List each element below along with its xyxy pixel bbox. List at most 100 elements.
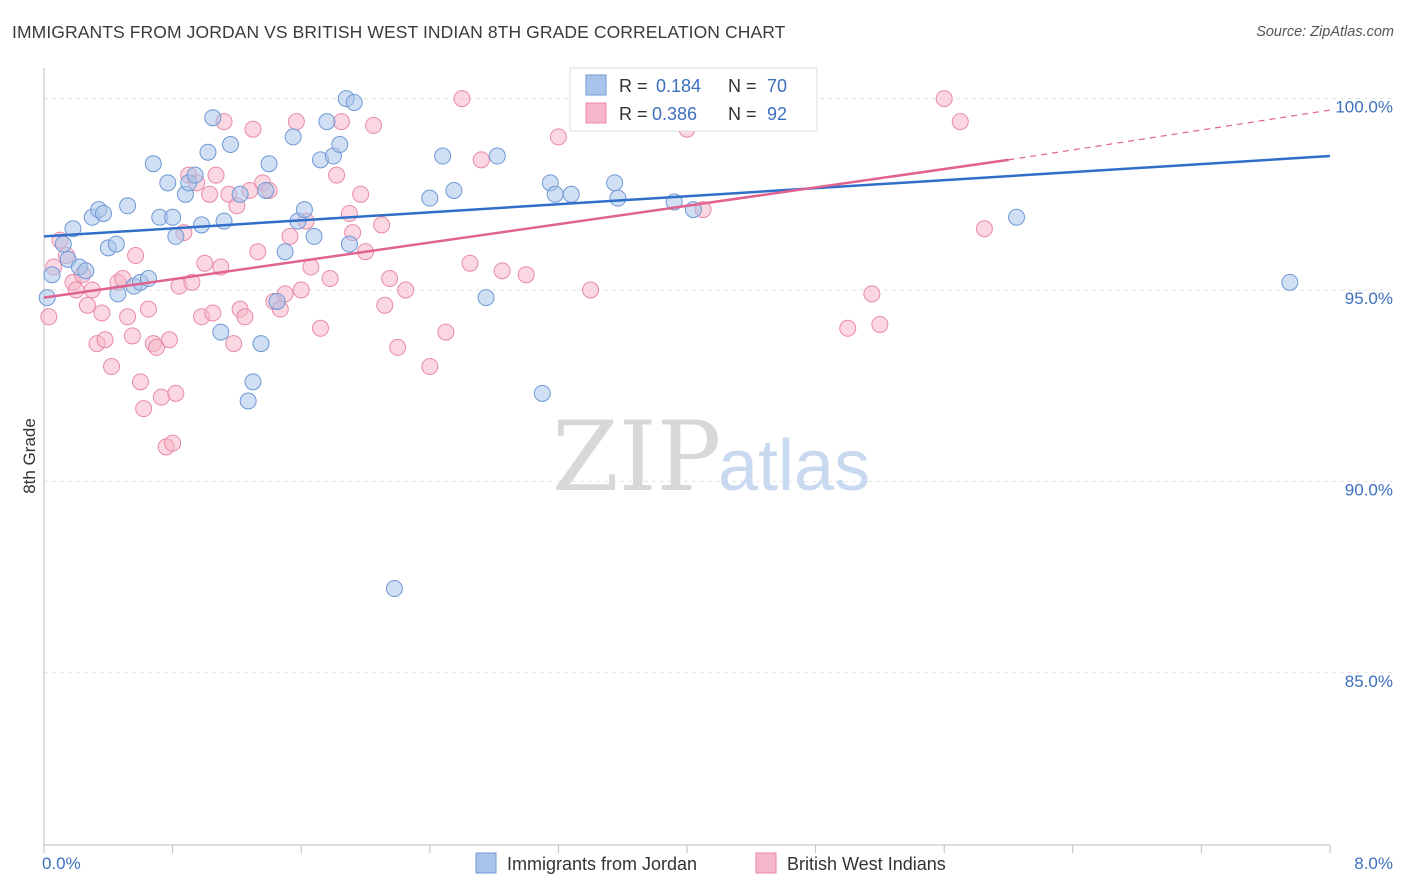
bwi-point-62 bbox=[340, 204, 358, 222]
bwi-point-26 bbox=[164, 434, 182, 452]
bwi-point-41 bbox=[225, 335, 243, 353]
jordan-point-45 bbox=[331, 136, 349, 154]
bwi-point-35 bbox=[201, 185, 219, 203]
jordan-point-25 bbox=[199, 143, 217, 161]
bwi-point-12 bbox=[103, 358, 121, 376]
bwi-point-18 bbox=[131, 373, 149, 391]
legend-n-value-2: 92 bbox=[767, 104, 787, 124]
bottom-legend-swatch-series2 bbox=[755, 852, 777, 874]
jordan-point-36 bbox=[268, 292, 286, 310]
jordan-point-30 bbox=[231, 185, 249, 203]
bottom-legend-label-series1: Immigrants from Jordan bbox=[507, 854, 697, 874]
jordan-point-35 bbox=[260, 155, 278, 173]
jordan-point-68 bbox=[1281, 273, 1299, 291]
legend-n-label-1: N = bbox=[728, 76, 757, 96]
jordan-point-52 bbox=[445, 181, 463, 199]
bwi-point-17 bbox=[127, 247, 145, 265]
jordan-point-43 bbox=[318, 113, 336, 131]
jordan-point-23 bbox=[186, 166, 204, 184]
jordan-point-58 bbox=[562, 185, 580, 203]
trend-line-bwi-extension bbox=[1008, 109, 1331, 161]
bwi-point-64 bbox=[352, 185, 370, 203]
bwi-point-90 bbox=[951, 113, 969, 131]
jordan-point-47 bbox=[340, 235, 358, 253]
bwi-point-88 bbox=[871, 315, 889, 333]
legend-n-label-2: N = bbox=[728, 104, 757, 124]
jordan-point-1 bbox=[54, 235, 72, 253]
y-axis-label: 8th Grade bbox=[20, 418, 39, 494]
bwi-point-86 bbox=[839, 319, 857, 337]
y-tick-label-90: 90.0% bbox=[1345, 480, 1393, 499]
bwi-point-0 bbox=[40, 308, 58, 326]
jordan-point-10 bbox=[107, 235, 125, 253]
x-tick-label-max: 8.0% bbox=[1354, 854, 1393, 873]
jordan-point-3 bbox=[64, 220, 82, 238]
bwi-point-46 bbox=[244, 120, 262, 138]
legend-r-value-1: 0.184 bbox=[656, 76, 701, 96]
jordan-point-16 bbox=[144, 155, 162, 173]
jordan-point-53 bbox=[477, 289, 495, 307]
bwi-point-34 bbox=[196, 254, 214, 272]
bwi-point-89 bbox=[935, 90, 953, 108]
jordan-point-18 bbox=[159, 174, 177, 192]
jordan-point-29 bbox=[221, 136, 239, 154]
jordan-point-49 bbox=[385, 580, 403, 598]
jordan-point-33 bbox=[252, 335, 270, 353]
legend-r-label-2: R = bbox=[619, 104, 648, 124]
bwi-point-69 bbox=[381, 270, 399, 288]
legend-r-label-1: R = bbox=[619, 76, 648, 96]
jordan-point-0 bbox=[43, 266, 61, 284]
bwi-point-70 bbox=[389, 338, 407, 356]
jordan-point-55 bbox=[533, 384, 551, 402]
trend-lines bbox=[43, 109, 1331, 299]
bwi-point-61 bbox=[332, 113, 350, 131]
legend-swatch-series2 bbox=[585, 102, 607, 124]
bwi-point-53 bbox=[281, 227, 299, 245]
legend-swatch-series1 bbox=[585, 74, 607, 96]
bwi-point-27 bbox=[167, 384, 185, 402]
jordan-point-50 bbox=[421, 189, 439, 207]
jordan-point-31 bbox=[239, 392, 257, 410]
jordan-point-5 bbox=[77, 262, 95, 280]
chart-title: IMMIGRANTS FROM JORDAN VS BRITISH WEST I… bbox=[12, 22, 786, 42]
jordan-point-48 bbox=[345, 93, 363, 111]
bwi-point-60 bbox=[328, 166, 346, 184]
bwi-point-58 bbox=[311, 319, 329, 337]
watermark-zip: ZIP bbox=[552, 401, 721, 513]
bwi-point-47 bbox=[249, 243, 267, 261]
bwi-point-59 bbox=[321, 270, 339, 288]
jordan-point-38 bbox=[284, 128, 302, 146]
watermark-atlas: atlas bbox=[718, 426, 870, 506]
bwi-point-80 bbox=[582, 281, 600, 299]
legend-n-value-1: 70 bbox=[767, 76, 787, 96]
bwi-point-91 bbox=[975, 220, 993, 238]
bottom-legend-swatch-series1 bbox=[475, 852, 497, 874]
bwi-point-20 bbox=[139, 300, 157, 318]
bwi-point-77 bbox=[493, 262, 511, 280]
bwi-point-67 bbox=[373, 216, 391, 234]
bwi-point-75 bbox=[461, 254, 479, 272]
y-tick-label-100: 100.0% bbox=[1335, 98, 1393, 117]
bwi-point-16 bbox=[123, 327, 141, 345]
jordan-point-41 bbox=[305, 227, 323, 245]
jordan-point-51 bbox=[434, 147, 452, 165]
bwi-point-76 bbox=[472, 151, 490, 169]
x-axis-ticks bbox=[43, 845, 1331, 853]
jordan-point-19 bbox=[164, 208, 182, 226]
bwi-point-79 bbox=[549, 128, 567, 146]
legend-r-value-2: 0.386 bbox=[652, 104, 697, 124]
bwi-point-74 bbox=[453, 90, 471, 108]
jordan-point-57 bbox=[546, 185, 564, 203]
y-tick-label-95: 95.0% bbox=[1345, 289, 1393, 308]
jordan-point-11 bbox=[109, 285, 127, 303]
bwi-point-78 bbox=[517, 266, 535, 284]
bwi-point-55 bbox=[292, 281, 310, 299]
jordan-point-24 bbox=[193, 216, 211, 234]
jordan-point-34 bbox=[257, 181, 275, 199]
stats-legend: R = 0.184 N = 70 R = 0.386 N = 92 bbox=[569, 67, 818, 132]
jordan-point-20 bbox=[167, 227, 185, 245]
bwi-point-7 bbox=[78, 296, 96, 314]
y-tick-labels: 85.0% 90.0% 95.0% 100.0% bbox=[1335, 98, 1393, 691]
jordan-point-32 bbox=[244, 373, 262, 391]
series-british-west-indians-points bbox=[40, 90, 993, 456]
